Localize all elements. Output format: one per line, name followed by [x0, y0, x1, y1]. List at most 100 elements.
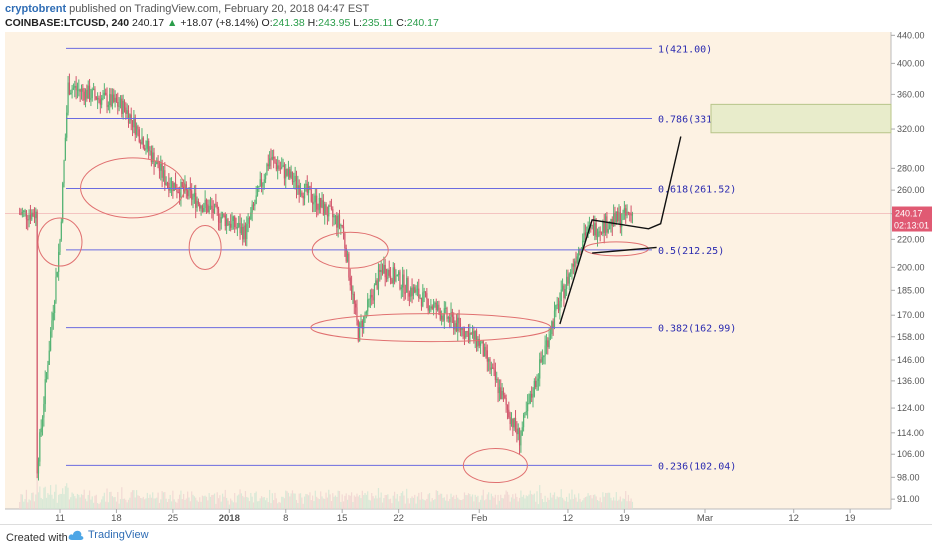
candle-body: [145, 148, 147, 150]
plot-area[interactable]: [5, 32, 891, 509]
volume-bar: [196, 500, 198, 509]
volume-bar: [251, 496, 253, 509]
fib-retracement[interactable]: 1(421.00) 0.786(331.66) 0.618(261.52) 0.5(2…: [66, 44, 736, 472]
candle-body: [273, 156, 275, 159]
candle-body: [138, 129, 140, 143]
volume-bar: [498, 500, 501, 509]
volume-bar: [506, 491, 509, 509]
candle-body: [263, 179, 265, 183]
volume-bar: [188, 497, 190, 509]
candle-body: [430, 306, 432, 309]
countdown-label: 02:13:01: [894, 221, 929, 231]
volume-bar: [446, 494, 448, 509]
volume-bar: [490, 493, 492, 509]
volume-bar: [239, 489, 241, 509]
candle-body: [445, 308, 447, 310]
time-axis[interactable]: [5, 509, 891, 524]
price-chart[interactable]: 1(421.00) 0.786(331.66) 0.618(261.52) 0.5(2…: [0, 0, 932, 524]
volume-bar: [271, 493, 273, 509]
volume-bar: [455, 494, 458, 509]
volume-bar: [563, 499, 565, 509]
time-tick-label: 19: [845, 513, 856, 524]
volume-bar: [324, 498, 326, 509]
volume-bar: [260, 496, 263, 509]
candle-body: [282, 164, 284, 167]
candle-body: [416, 288, 419, 290]
volume-bar: [557, 497, 560, 509]
annotations[interactable]: [37, 103, 892, 484]
volume-bar: [20, 494, 22, 509]
open-value: 241.38: [272, 17, 305, 29]
price-axis[interactable]: [891, 32, 932, 524]
volume-bar: [588, 495, 591, 509]
volume-bar: [443, 497, 445, 509]
candle-body: [231, 221, 233, 228]
volume-bar: [153, 498, 155, 509]
volume-bar: [123, 498, 126, 509]
volume-bar: [242, 495, 244, 509]
candle-body: [596, 236, 599, 238]
candle-body: [427, 299, 429, 311]
candle-body: [389, 275, 392, 280]
candle-body: [426, 293, 428, 300]
volume-bar: [570, 499, 572, 509]
volume-bar: [111, 496, 114, 509]
candle-body: [516, 428, 518, 435]
candle-body: [297, 185, 299, 189]
candle-body: [123, 100, 126, 108]
candle-body: [337, 215, 339, 228]
volume-bar: [141, 498, 143, 509]
volume-bar: [238, 494, 240, 509]
volume-bar: [278, 502, 280, 509]
volume-bar: [164, 492, 166, 509]
candle-body: [419, 297, 421, 299]
candle-body: [571, 263, 573, 273]
volume-bar: [95, 494, 97, 509]
time-axis-labels: 11 18 25 2018 8 15 22 Feb 12 19 Mar 12 19: [55, 509, 855, 524]
volume-bar: [94, 495, 96, 509]
candle-body: [47, 364, 49, 373]
candle-body: [604, 216, 607, 233]
publish-info: published on TradingView.com, February 2…: [66, 3, 370, 15]
volume-bar: [535, 501, 537, 509]
candle-body: [103, 92, 105, 95]
volume-bar: [502, 498, 505, 509]
author-link[interactable]: cryptobrent: [5, 3, 67, 15]
volume-bar: [544, 495, 546, 509]
volume-bar: [441, 493, 443, 509]
candle-body: [623, 208, 625, 213]
volume-bar: [522, 494, 525, 509]
candle-body: [629, 213, 631, 215]
time-tick-label: 2018: [219, 513, 240, 524]
volume-bar: [290, 493, 292, 509]
volume-bars: [19, 433, 634, 509]
volume-bar: [598, 501, 600, 509]
volume-bar: [442, 497, 444, 509]
volume-bar: [586, 496, 588, 509]
candle-body: [275, 162, 277, 170]
candle-body: [48, 350, 50, 365]
candle-body: [398, 271, 400, 276]
candle-body: [82, 88, 84, 92]
candle-body: [264, 175, 267, 180]
candle-body: [420, 297, 423, 307]
candle-body: [543, 355, 545, 358]
candle-body: [294, 175, 296, 182]
volume-bar: [501, 498, 503, 509]
volume-bar: [513, 498, 515, 509]
tradingview-logo[interactable]: TradingView: [68, 529, 149, 541]
volume-bar: [25, 489, 28, 509]
candle-body: [201, 206, 204, 212]
candle-body: [149, 150, 151, 152]
candle-body: [412, 287, 415, 296]
candle-body: [75, 85, 77, 90]
volume-bar: [74, 496, 76, 509]
volume-bar: [45, 497, 48, 509]
volume-bar: [615, 492, 617, 509]
volume-bar: [23, 501, 25, 509]
volume-bar: [356, 493, 358, 509]
volume-bar: [481, 495, 483, 509]
volume-bar: [424, 500, 427, 509]
volume-bar: [488, 492, 490, 509]
candle-body: [527, 403, 529, 412]
